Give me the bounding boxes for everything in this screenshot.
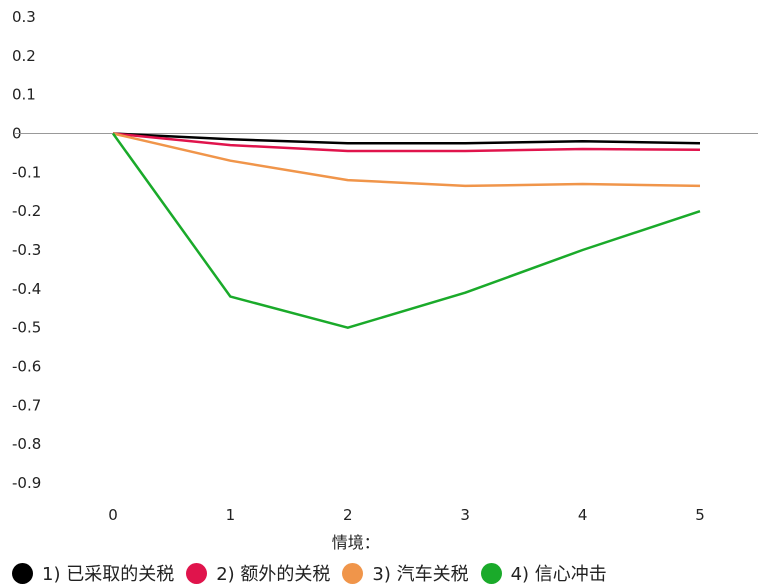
legend-dot-icon xyxy=(342,562,364,584)
x-axis-ticks: 0 1 2 3 4 5 xyxy=(108,506,705,524)
legend-label: 1) 已采取的关税 xyxy=(42,564,175,585)
series-line-3 xyxy=(112,132,701,188)
x-tick-label: 4 xyxy=(578,506,588,524)
y-tick-label: -0.8 xyxy=(12,435,41,453)
y-axis-ticks: 0.30.20.10-0.1-0.2-0.3-0.4-0.5-0.6-0.7-0… xyxy=(12,8,41,492)
legend-label: 4) 信心冲击 xyxy=(510,564,607,585)
x-axis-label: 情境： xyxy=(332,533,380,552)
series-line-4 xyxy=(111,132,701,329)
legend-dot-icon xyxy=(480,562,502,584)
x-tick-label: 2 xyxy=(343,506,353,524)
series-line-1 xyxy=(112,132,701,145)
legend-item-3: 3) 汽车关税 xyxy=(342,560,469,586)
y-tick-label: -0.4 xyxy=(12,280,41,298)
legend-label: 3) 汽车关税 xyxy=(372,564,469,585)
x-tick-label: 5 xyxy=(695,506,705,524)
legend-dot-icon xyxy=(186,562,208,584)
legend: 1) 已采取的关税 2) 额外的关税 3) 汽车关税 4) 信心冲击 xyxy=(12,558,619,588)
legend-label: 2) 额外的关税 xyxy=(216,564,331,585)
x-tick-label: 0 xyxy=(108,506,118,524)
series-lines xyxy=(111,132,701,329)
y-tick-label: -0.5 xyxy=(12,319,41,337)
y-tick-label: 0.3 xyxy=(12,8,36,26)
y-tick-label: -0.3 xyxy=(12,241,41,259)
series-line-2 xyxy=(112,132,701,153)
y-tick-label: -0.6 xyxy=(12,358,41,376)
y-tick-label: 0.1 xyxy=(12,86,36,104)
legend-item-2: 2) 额外的关税 xyxy=(186,560,330,586)
y-tick-label: -0.7 xyxy=(12,396,41,414)
y-tick-label: -0.2 xyxy=(12,202,41,220)
legend-item-1: 1) 已采取的关税 xyxy=(12,560,174,586)
x-tick-label: 1 xyxy=(226,506,236,524)
y-tick-label: -0.1 xyxy=(12,163,41,181)
legend-item-4: 4) 信心冲击 xyxy=(480,560,607,586)
legend-dot-icon xyxy=(12,562,33,584)
x-tick-label: 3 xyxy=(460,506,470,524)
y-tick-label: 0.2 xyxy=(12,47,36,65)
y-tick-label: -0.9 xyxy=(12,474,41,492)
